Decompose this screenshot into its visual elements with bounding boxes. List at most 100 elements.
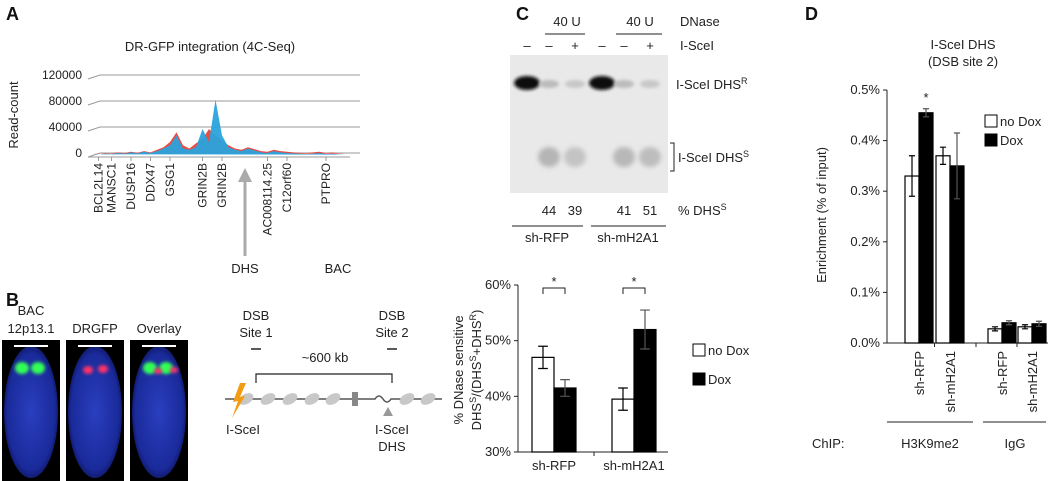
- legend-label: no Dox: [708, 343, 750, 358]
- group-label: sh-RFP: [525, 230, 569, 245]
- y-tick-label: 50%: [485, 333, 511, 348]
- x-tick-label: MANSC1: [105, 163, 119, 213]
- bar: [1001, 322, 1017, 344]
- site-label: DSB: [379, 308, 406, 323]
- y-tick-label: 0.0%: [850, 335, 880, 350]
- error-bar: [1021, 324, 1029, 330]
- significance-star: *: [923, 90, 928, 105]
- band: [614, 80, 634, 88]
- legend-swatch: [984, 114, 998, 128]
- x-tick-label: sh-RFP: [912, 351, 927, 395]
- error-bar: [1005, 320, 1013, 326]
- grid-line: [87, 100, 360, 106]
- smear: [538, 147, 560, 167]
- significance-star: *: [631, 274, 636, 289]
- spot: [170, 367, 178, 373]
- bar: [904, 175, 920, 344]
- x-tick-label: GRIN2B: [215, 163, 229, 208]
- band-label: I-SceI DHSS: [678, 149, 749, 165]
- label-text: I-SceI DHS: [676, 77, 741, 92]
- y-axis-label: DHSS/(DHSS+DHSR): [468, 310, 484, 431]
- chart-title: (DSB site 2): [928, 54, 998, 69]
- lane-label: –: [545, 38, 553, 53]
- spot: [154, 368, 162, 374]
- spot: [143, 362, 157, 374]
- y-tick-label: 0.5%: [850, 82, 880, 97]
- label-sup: R: [468, 313, 478, 320]
- panel-letter: D: [805, 4, 818, 24]
- chromatin: [225, 383, 442, 418]
- group-label: H3K9me2: [901, 436, 959, 451]
- gel-image: [510, 55, 668, 193]
- legend-label: Dox: [1000, 133, 1024, 148]
- bar: [918, 112, 934, 344]
- percentage: 51: [643, 203, 657, 218]
- x-tick-label: DUSP16: [124, 163, 138, 210]
- annotation: DHS: [231, 261, 259, 276]
- x-tick-label: GSG1: [163, 163, 177, 197]
- dhs-label: I-SceI: [375, 422, 409, 437]
- significance-bracket: [542, 287, 566, 294]
- spot: [83, 366, 93, 374]
- band: [589, 76, 615, 90]
- error-bar: [560, 379, 570, 397]
- error-bar: [908, 155, 916, 197]
- label-sup: S: [743, 149, 749, 159]
- label-text: % DHS: [678, 203, 721, 218]
- bracket: [670, 142, 675, 172]
- row-label: I-SceI: [680, 38, 714, 53]
- x-tick-label: sh-RFP: [532, 458, 576, 473]
- spot: [31, 362, 45, 374]
- dnase-amount: 40 U: [553, 14, 580, 29]
- nucleus: [132, 346, 186, 478]
- lane-label: –: [523, 38, 531, 53]
- lane-label: –: [598, 38, 606, 53]
- grid-line: [87, 74, 360, 80]
- x-tick-label: sh-mH2A1: [943, 351, 958, 412]
- y-axis-label: Enrichment (% of input): [814, 147, 829, 283]
- image-label: 12p13.1: [8, 321, 55, 336]
- label-sup: R: [741, 76, 748, 86]
- band-label: I-SceI DHSR: [676, 76, 748, 92]
- y-tick-label: 120000: [42, 68, 82, 82]
- label-text: ): [469, 310, 484, 314]
- error-bar: [538, 345, 548, 370]
- cut-symbol: [232, 383, 246, 418]
- band: [565, 80, 585, 88]
- row-label: DNase: [680, 14, 720, 29]
- y-tick-label: 0.3%: [850, 183, 880, 198]
- significance-bracket: [622, 287, 646, 294]
- band: [514, 76, 540, 90]
- group-label: IgG: [1005, 436, 1026, 451]
- smear: [639, 147, 661, 167]
- band: [640, 80, 660, 88]
- y-tick-label: 80000: [49, 94, 83, 108]
- y-axis-label: % DNase sensitive: [451, 315, 466, 424]
- y-tick-label: 0: [75, 146, 82, 160]
- image-label: BAC: [18, 303, 45, 318]
- bar: [553, 387, 577, 453]
- error-bar: [991, 326, 999, 332]
- percentage: 41: [617, 203, 631, 218]
- band: [539, 80, 559, 88]
- image-label: DRGFP: [72, 321, 118, 336]
- percentage: 39: [568, 203, 582, 218]
- y-tick-label: 40%: [485, 388, 511, 403]
- reporter: [352, 392, 358, 406]
- error-bar: [640, 309, 650, 350]
- y-tick-label: 0.1%: [850, 284, 880, 299]
- spot: [98, 365, 108, 373]
- nucleosomes: [238, 393, 436, 405]
- site-label: DSB: [243, 308, 270, 323]
- site-label: Site 2: [375, 325, 408, 340]
- distance-bracket: [255, 373, 393, 383]
- spot: [159, 362, 173, 374]
- cut-label: I-SceI: [226, 422, 260, 437]
- smear: [564, 147, 586, 167]
- lane-label: +: [646, 38, 654, 53]
- error-bar: [922, 108, 930, 118]
- y-tick-label: 30%: [485, 444, 511, 459]
- y-axis-label: Read-count: [6, 81, 21, 149]
